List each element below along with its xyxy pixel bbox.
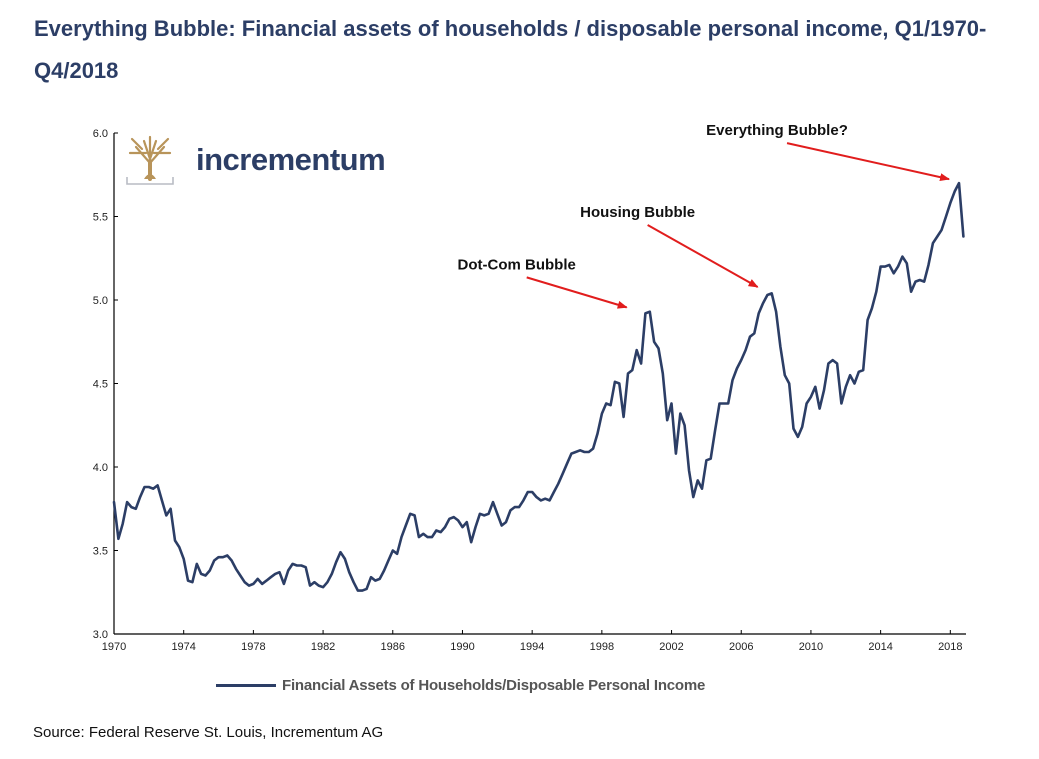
annotation-label: Dot-Com Bubble: [458, 256, 576, 273]
x-axis-ticks: 1970 1974 1978 1982 1986 1990 1994 1998 2002 2006…: [102, 630, 963, 653]
y-tick-label: 3.5: [93, 546, 108, 558]
x-tick-label: 2010: [799, 641, 823, 653]
x-tick-label: 2002: [659, 641, 683, 653]
y-tick-label: 6.0: [93, 128, 108, 140]
annotation-arrow: [786, 142, 951, 182]
x-tick-label: 1990: [450, 641, 474, 653]
y-tick-label: 5.0: [93, 295, 108, 307]
x-tick-label: 1998: [590, 641, 614, 653]
annotation-label: Everything Bubble?: [706, 122, 848, 139]
y-tick-label: 4.0: [93, 462, 108, 474]
y-tick-label: 5.5: [93, 212, 108, 224]
chart-legend: Financial Assets of Households/Disposabl…: [216, 677, 705, 694]
annotation-arrow: [526, 276, 628, 309]
x-tick-label: 2014: [868, 641, 892, 653]
y-axis-ticks: 3.0 3.5 4.0 4.5 5.0 5.5 6.0: [93, 128, 118, 641]
y-tick-label: 4.5: [93, 379, 108, 391]
x-tick-label: 2006: [729, 641, 753, 653]
legend-label: Financial Assets of Households/Disposabl…: [282, 677, 706, 694]
logo-wordmark: incrementum: [196, 142, 386, 177]
x-tick-label: 1986: [381, 641, 405, 653]
x-tick-label: 1994: [520, 641, 544, 653]
source-note: Source: Federal Reserve St. Louis, Incre…: [33, 724, 384, 741]
x-tick-label: 1978: [241, 641, 265, 653]
annotation-label: Housing Bubble: [580, 204, 695, 221]
annotation-arrow: [647, 224, 759, 288]
incrementum-logo: incrementum: [124, 133, 386, 187]
y-tick-label: 3.0: [93, 629, 108, 641]
legend-swatch: [216, 684, 276, 687]
x-tick-label: 1982: [311, 641, 335, 653]
series-line: [112, 181, 965, 592]
x-tick-label: 1970: [102, 641, 126, 653]
x-tick-label: 2018: [938, 641, 962, 653]
annotations: Dot-Com Bubble Housing Bubble Everything B…: [458, 122, 951, 309]
tree-logo-icon: [126, 135, 174, 185]
x-tick-label: 1974: [171, 641, 195, 653]
chart-title: Everything Bubble: Financial assets of h…: [34, 16, 987, 83]
